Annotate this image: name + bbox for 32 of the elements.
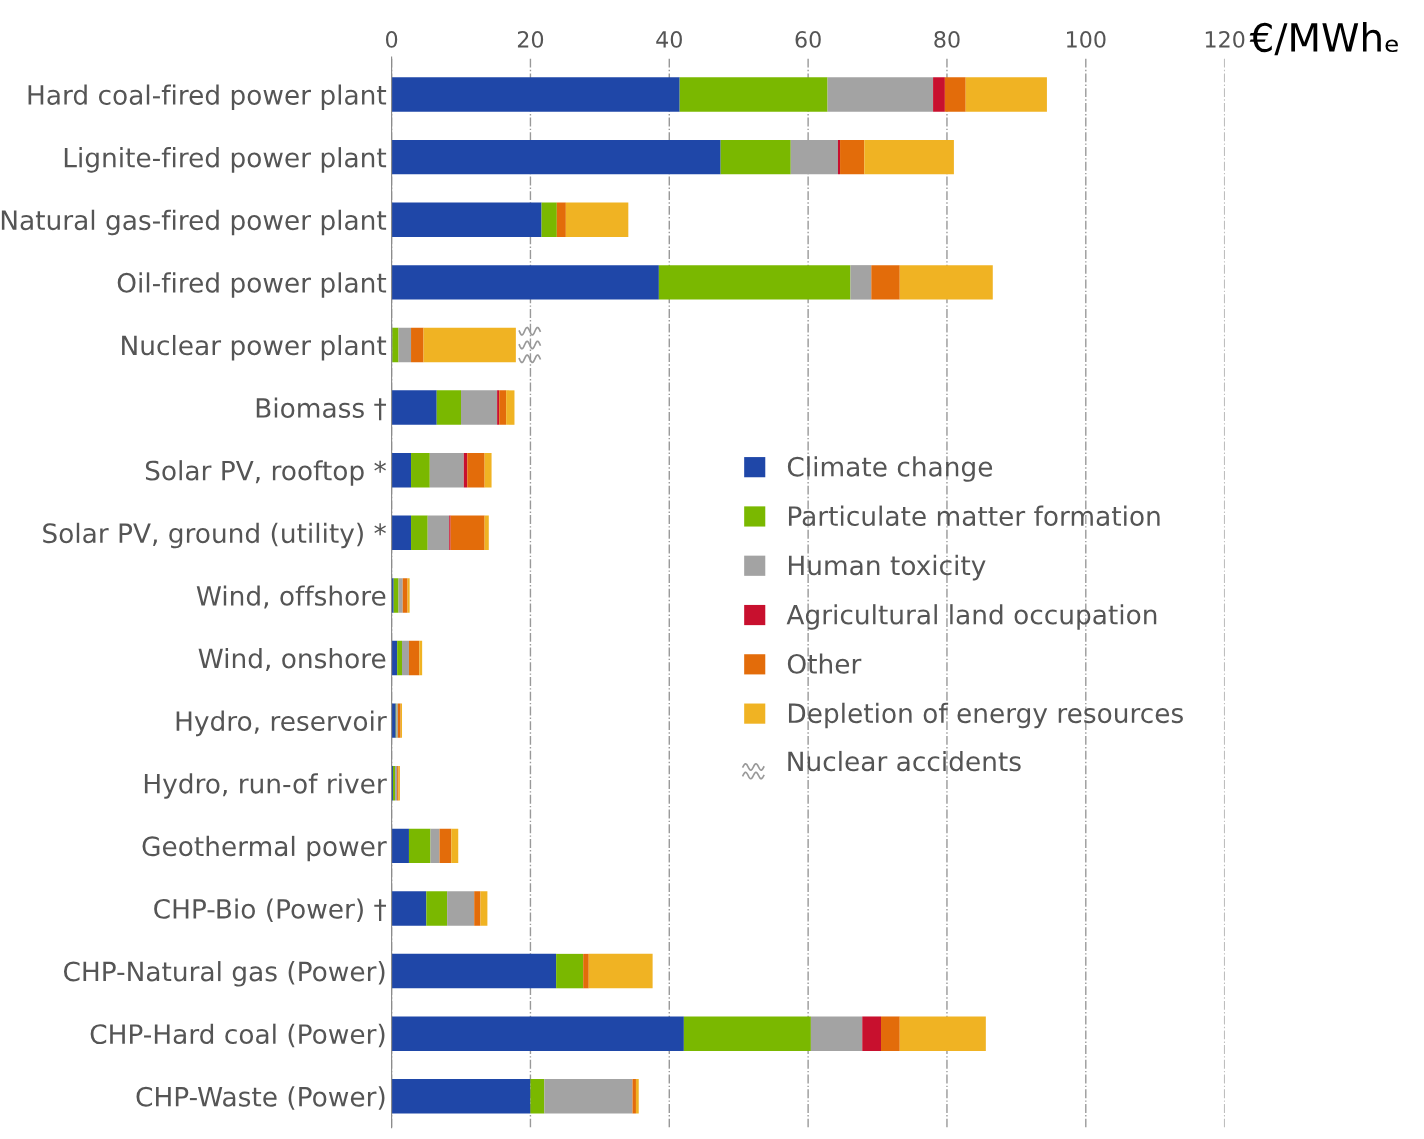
y-tick-label: Nuclear power plant bbox=[122, 334, 387, 361]
y-tick-label: Solar PV, rooftop * bbox=[145, 460, 386, 486]
y-tick-label: CHP-Hard coal (Power) bbox=[90, 1023, 385, 1048]
legend-label: Other bbox=[787, 653, 862, 674]
annotation: Nuclear accidents bbox=[788, 750, 1021, 772]
y-tick-label: Hydro, reservoir bbox=[176, 710, 387, 737]
y-tick-label: CHP-Natural gas (Power) bbox=[63, 961, 385, 987]
x-axis-title: €/MWhₑ bbox=[1249, 22, 1398, 56]
x-tick-label: 60 bbox=[795, 30, 821, 48]
y-tick-label: Wind, onshore bbox=[198, 648, 386, 672]
y-tick-label: Hydro, run-of river bbox=[144, 773, 387, 799]
x-tick-label: 120 bbox=[1205, 30, 1245, 48]
legend-label: Depletion of energy resources bbox=[788, 702, 1183, 729]
legend-label: Particulate matter formation bbox=[788, 505, 1160, 526]
legend-label: Human toxicity bbox=[788, 554, 986, 581]
legend-label: Agricultural land occupation bbox=[786, 604, 1157, 630]
y-tick-label: Wind, offshore bbox=[196, 585, 386, 609]
y-tick-label: Lignite-fired power plant bbox=[64, 147, 387, 173]
x-tick-label: 80 bbox=[934, 30, 960, 48]
x-tick-label: 0 bbox=[386, 30, 398, 48]
y-tick-label: Biomass † bbox=[256, 397, 387, 421]
x-tick-label: 100 bbox=[1067, 30, 1106, 48]
y-tick-label: Solar PV, ground (utility) * bbox=[43, 522, 386, 549]
y-tick-label: CHP-Waste (Power) bbox=[136, 1086, 385, 1110]
y-tick-label: Geothermal power bbox=[142, 835, 387, 862]
x-tick-label: 20 bbox=[517, 30, 544, 48]
y-tick-label: Oil-fired power plant bbox=[117, 272, 387, 298]
y-tick-label: CHP-Bio (Power) † bbox=[154, 898, 386, 922]
y-tick-label: Hard coal-fired power plant bbox=[28, 84, 387, 111]
y-tick-label: Natural gas-fired power plant bbox=[1, 209, 387, 236]
x-tick-label: 40 bbox=[656, 30, 682, 48]
legend-label: Climate change bbox=[787, 456, 993, 482]
